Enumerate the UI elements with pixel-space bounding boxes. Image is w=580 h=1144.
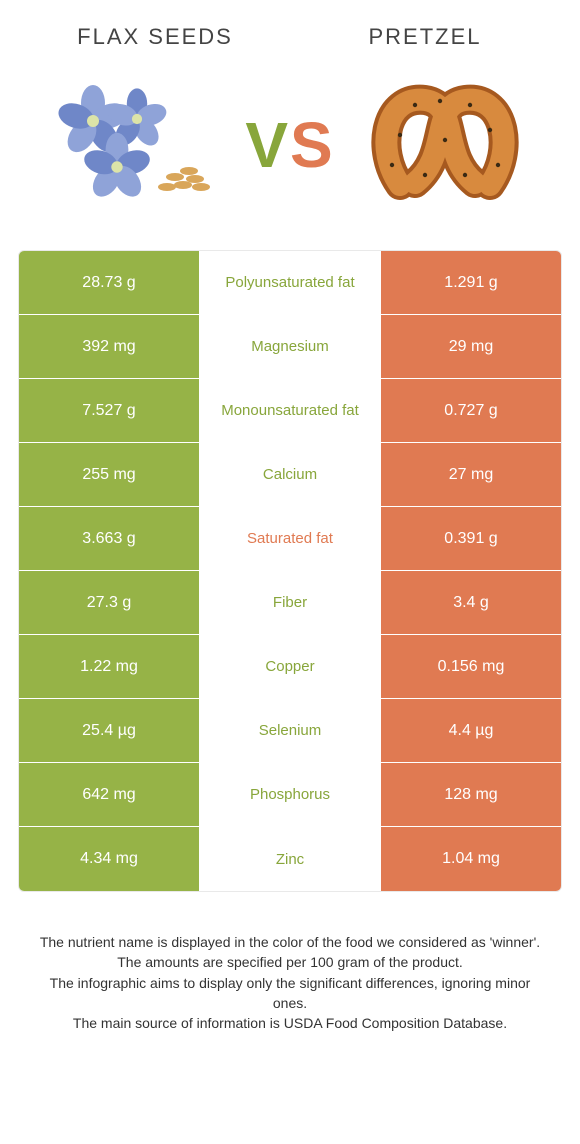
- right-value: 0.727 g: [381, 379, 561, 442]
- left-value: 25.4 µg: [19, 699, 199, 762]
- left-value: 7.527 g: [19, 379, 199, 442]
- flax-image: [50, 70, 220, 220]
- right-value: 1.04 mg: [381, 827, 561, 891]
- nutrient-label: Magnesium: [199, 315, 381, 378]
- vs-label: VS: [230, 108, 350, 182]
- footer-line-3: The infographic aims to display only the…: [36, 973, 544, 1014]
- nutrient-label: Copper: [199, 635, 381, 698]
- table-row: 4.34 mgZinc1.04 mg: [19, 827, 561, 891]
- left-value: 28.73 g: [19, 251, 199, 314]
- nutrient-label: Selenium: [199, 699, 381, 762]
- nutrient-label: Zinc: [199, 827, 381, 891]
- table-row: 3.663 gSaturated fat0.391 g: [19, 507, 561, 571]
- vs-row: VS: [0, 60, 580, 250]
- left-value: 27.3 g: [19, 571, 199, 634]
- nutrient-label: Monounsaturated fat: [199, 379, 381, 442]
- table-row: 392 mgMagnesium29 mg: [19, 315, 561, 379]
- nutrient-label: Calcium: [199, 443, 381, 506]
- nutrient-label: Phosphorus: [199, 763, 381, 826]
- table-row: 28.73 gPolyunsaturated fat1.291 g: [19, 251, 561, 315]
- table-row: 25.4 µgSelenium4.4 µg: [19, 699, 561, 763]
- left-value: 4.34 mg: [19, 827, 199, 891]
- right-value: 27 mg: [381, 443, 561, 506]
- right-value: 0.391 g: [381, 507, 561, 570]
- right-value: 128 mg: [381, 763, 561, 826]
- footer-notes: The nutrient name is displayed in the co…: [0, 892, 580, 1033]
- left-food-title: Flax seeds: [20, 24, 290, 50]
- left-value: 392 mg: [19, 315, 199, 378]
- footer-line-2: The amounts are specified per 100 gram o…: [36, 952, 544, 972]
- footer-line-4: The main source of information is USDA F…: [36, 1013, 544, 1033]
- right-value: 4.4 µg: [381, 699, 561, 762]
- pretzel-icon: [370, 75, 520, 215]
- nutrient-label: Fiber: [199, 571, 381, 634]
- right-value: 0.156 mg: [381, 635, 561, 698]
- left-value: 1.22 mg: [19, 635, 199, 698]
- pretzel-image: [360, 70, 530, 220]
- table-row: 1.22 mgCopper0.156 mg: [19, 635, 561, 699]
- table-row: 27.3 gFiber3.4 g: [19, 571, 561, 635]
- vs-s: S: [290, 109, 335, 181]
- table-row: 642 mgPhosphorus128 mg: [19, 763, 561, 827]
- nutrient-table: 28.73 gPolyunsaturated fat1.291 g392 mgM…: [18, 250, 562, 892]
- right-value: 29 mg: [381, 315, 561, 378]
- flax-icon: [55, 75, 215, 215]
- left-value: 255 mg: [19, 443, 199, 506]
- header-right: Pretzel: [290, 24, 560, 50]
- table-row: 7.527 gMonounsaturated fat0.727 g: [19, 379, 561, 443]
- footer-line-1: The nutrient name is displayed in the co…: [36, 932, 544, 952]
- right-value: 3.4 g: [381, 571, 561, 634]
- right-value: 1.291 g: [381, 251, 561, 314]
- header-left: Flax seeds: [20, 24, 290, 50]
- table-row: 255 mgCalcium27 mg: [19, 443, 561, 507]
- header: Flax seeds Pretzel: [0, 0, 580, 60]
- left-value: 642 mg: [19, 763, 199, 826]
- vs-v: V: [245, 109, 290, 181]
- right-food-title: Pretzel: [290, 24, 560, 50]
- nutrient-label: Saturated fat: [199, 507, 381, 570]
- nutrient-label: Polyunsaturated fat: [199, 251, 381, 314]
- left-value: 3.663 g: [19, 507, 199, 570]
